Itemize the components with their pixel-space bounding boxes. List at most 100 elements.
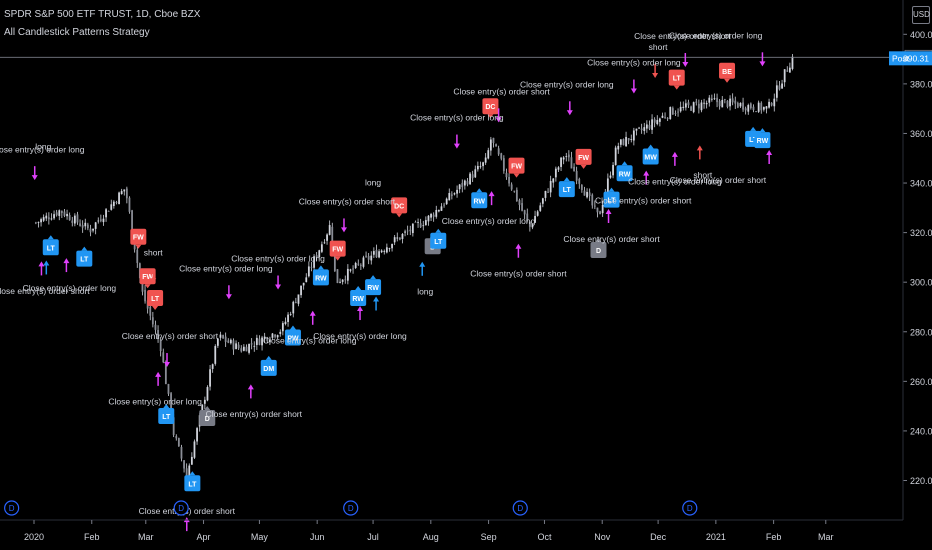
order-annotation: Close entry(s) order long: [0, 144, 85, 154]
candle: [409, 225, 412, 236]
candle: [747, 103, 750, 115]
price-axis[interactable]: 400.00 380.00 360.00 340.00 320.00 300.00 280.…: [902, 0, 932, 520]
candle: [562, 156, 565, 165]
candle: [703, 98, 705, 109]
candle: [612, 162, 614, 179]
candle: [313, 254, 315, 273]
candle: [591, 193, 594, 209]
candle: [224, 332, 227, 347]
x-tick-label: 2021: [706, 532, 726, 542]
candle: [739, 102, 742, 109]
order-annotation: Close entry(s) order long: [520, 79, 614, 89]
candle: [102, 214, 105, 226]
candle: [570, 151, 573, 169]
candle: [263, 332, 266, 343]
time-axis[interactable]: 2020 Feb Mar Apr May Jun Jul Aug Sep Oct Nov Dec 202…: [0, 519, 903, 542]
order-arrow: [150, 269, 157, 284]
pattern-marker: LT: [668, 69, 685, 90]
candle: [619, 139, 622, 148]
candle: [94, 221, 97, 235]
candle: [614, 145, 617, 166]
candle: [86, 222, 89, 231]
candle: [695, 98, 698, 106]
candle: [297, 294, 300, 307]
order-arrow: [247, 384, 254, 399]
pattern-marker: D: [590, 237, 607, 258]
order-annotation: Close entry(s) order long: [410, 113, 504, 123]
pattern-marker: DC: [482, 98, 499, 119]
pattern-marker-label: LT: [151, 296, 160, 303]
candle: [671, 106, 674, 115]
candle: [502, 155, 505, 174]
candle: [235, 340, 237, 350]
x-tick-label: Dec: [650, 532, 667, 542]
candle: [167, 383, 170, 396]
order-arrow: [357, 306, 364, 321]
candle: [575, 166, 578, 185]
candle: [406, 225, 409, 236]
candle: [328, 220, 331, 236]
candle: [193, 439, 196, 459]
candle: [214, 344, 217, 366]
candle: [307, 261, 310, 278]
candle: [258, 335, 261, 346]
pattern-marker-label: LT: [608, 198, 617, 205]
candle: [487, 147, 490, 160]
pattern-marker-label: RW: [352, 296, 364, 303]
candle: [388, 247, 391, 252]
order-annotation: Close entry(s) order short: [563, 234, 660, 244]
order-arrow: [671, 151, 678, 166]
y-tick-label: 340.00: [910, 179, 932, 189]
candle: [229, 338, 232, 345]
y-tick-label: 280.00: [910, 327, 932, 337]
pattern-marker: LT: [147, 290, 164, 311]
strategy-title: All Candlestick Patterns Strategy: [4, 27, 150, 38]
candle: [344, 275, 347, 284]
candle: [721, 96, 724, 108]
candle: [341, 279, 344, 285]
pattern-marker: FW: [329, 240, 346, 261]
order-annotation: long: [35, 141, 51, 151]
candle: [276, 334, 279, 340]
candle: [211, 363, 214, 373]
candle: [294, 297, 297, 304]
x-tick-label: Feb: [766, 532, 782, 542]
candle: [708, 95, 711, 107]
dividend-badge-label: D: [517, 504, 523, 513]
order-annotation: Close entry(s) order long: [108, 397, 202, 407]
order-arrow: [275, 275, 282, 290]
pattern-marker-label: LT: [749, 137, 758, 144]
order-arrow: [652, 63, 659, 78]
post-market-value: 390.31: [903, 53, 929, 63]
pattern-marker-label: FW: [142, 274, 153, 281]
candle: [227, 338, 230, 344]
candle: [53, 210, 55, 220]
pattern-marker-label: LT: [673, 76, 682, 83]
candle: [401, 232, 404, 244]
candle: [73, 213, 76, 227]
candle: [346, 264, 349, 285]
candle: [120, 188, 123, 195]
candle: [430, 212, 432, 221]
candle: [453, 192, 456, 196]
candle: [391, 243, 393, 252]
candle: [755, 111, 757, 113]
candle: [627, 137, 630, 145]
candle: [320, 241, 323, 254]
candle: [125, 186, 128, 204]
order-annotation: Close entry(s) order short: [470, 269, 567, 279]
candle: [136, 246, 139, 268]
candle: [240, 345, 243, 353]
candle: [617, 142, 620, 154]
candle: [586, 188, 588, 199]
x-tick-label: Feb: [84, 532, 100, 542]
order-arrow: [630, 79, 637, 94]
order-arrow: [31, 166, 38, 181]
candle: [547, 188, 549, 194]
pattern-marker-label: RW: [315, 275, 327, 282]
currency-button[interactable]: USD: [912, 6, 930, 24]
order-annotation: Close entry(s) order short: [670, 175, 767, 185]
